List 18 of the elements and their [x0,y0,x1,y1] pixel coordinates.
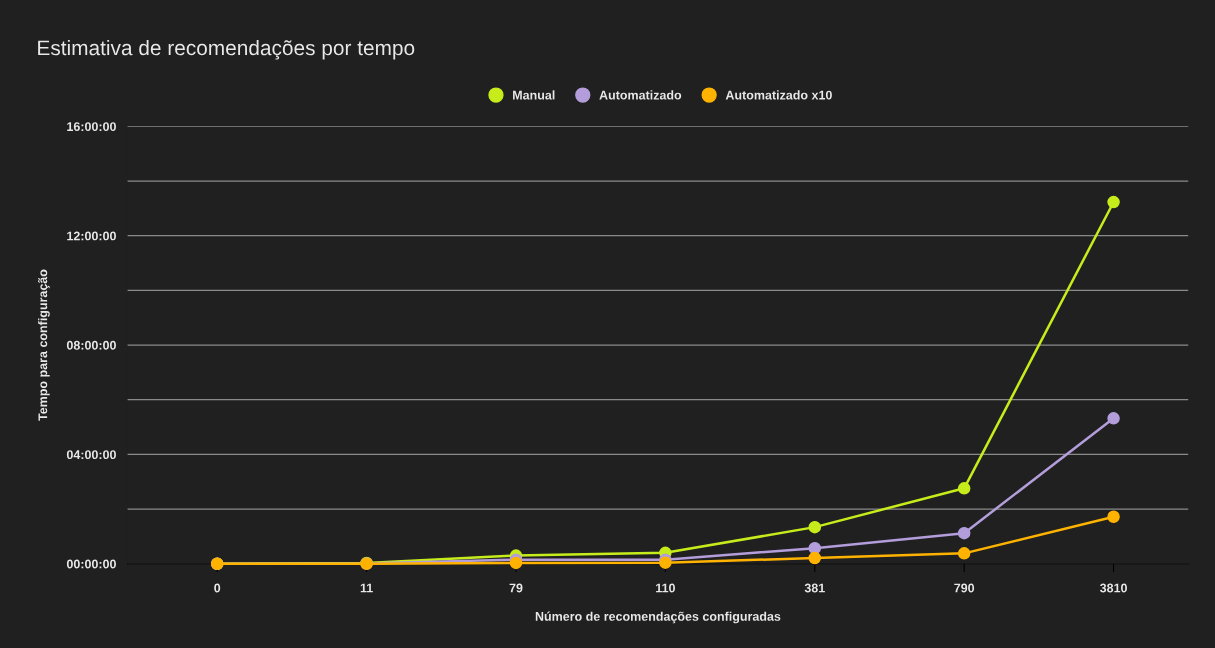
legend-label: Manual [513,90,555,100]
y-tick-label: 04:00:00 [66,450,116,460]
y-tick-label: 12:00:00 [67,231,116,241]
legend-label: Automatizado x10 [725,90,832,100]
x-tick-label: 381 [804,583,825,593]
x-tick-label: 3810 [1099,583,1127,593]
x-tick-label: 11 [360,583,373,593]
y-axis-title: Tempo para configuração [38,269,50,421]
y-tick-label: 08:00:00 [66,340,116,350]
chart-title: Estimativa de recomendações por tempo [38,39,415,60]
x-axis-title: Número de recomendações configuradas [535,611,781,624]
x-tick-label: 79 [509,583,523,593]
x-tick-label: 790 [954,583,975,593]
y-tick-label: 00:00:00 [66,559,116,569]
y-tick-label: 16:00:00 [67,122,116,132]
x-tick-label: 110 [656,583,675,593]
legend-label: Automatizado [599,90,682,100]
x-tick-label: 0 [214,583,221,593]
